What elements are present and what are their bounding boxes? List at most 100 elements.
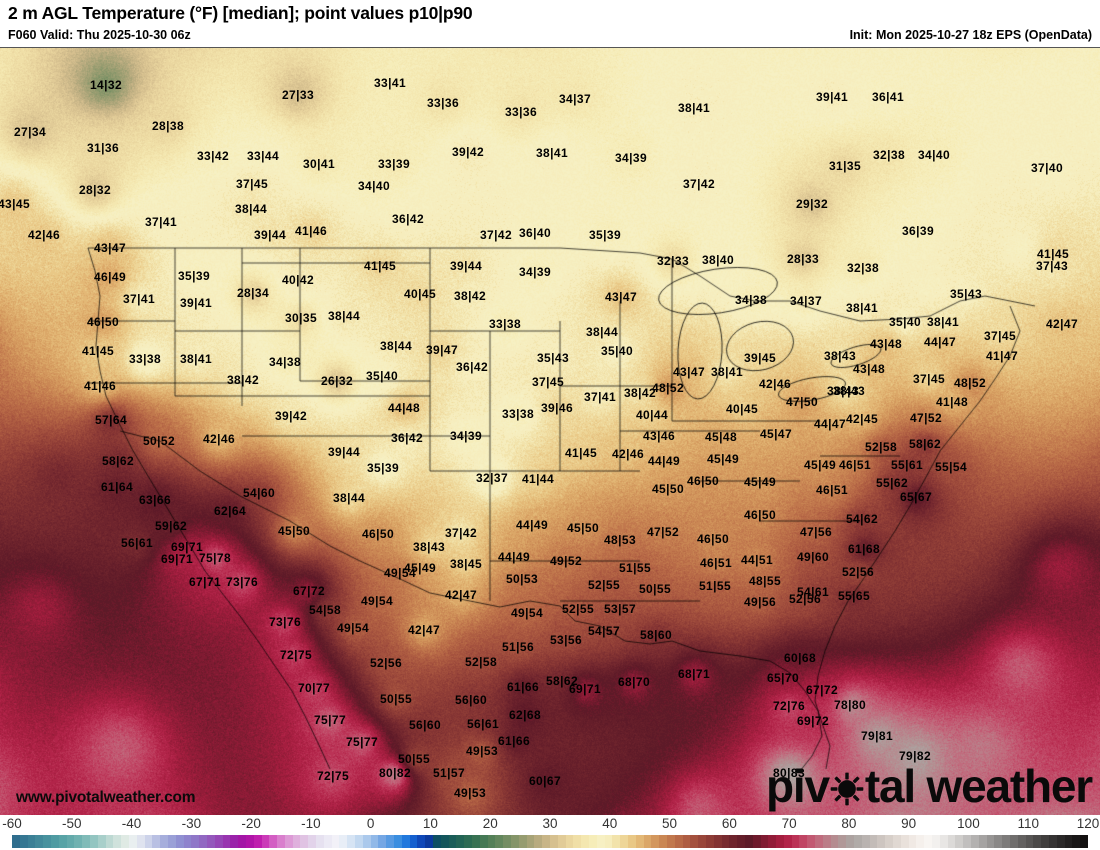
point-value-label: 39|41 [815,90,849,104]
colorbar-segment [136,835,145,848]
colorbar-segment [175,835,184,848]
valid-time-label: F060 Valid: Thu 2025-10-30 06z [8,28,191,42]
colorbar-segment [526,835,535,848]
colorbar-gradient[interactable] [12,835,1088,848]
point-value-label: 54|62 [845,512,879,526]
point-value-label: 46|51 [838,458,872,472]
colorbar-segment [534,835,543,848]
point-value-label: 67|71 [188,575,222,589]
colorbar-segment [394,835,402,848]
colorbar-segment [269,835,278,848]
point-value-label: 33|36 [426,96,460,110]
point-value-label: 50|53 [505,572,539,586]
colorbar-segment [838,835,847,848]
colorbar-segment [378,835,387,848]
colorbar-segment [666,835,675,848]
colorbar-segment [877,835,886,848]
colorbar-segment [191,835,200,848]
point-value-label: 42|46 [758,377,792,391]
colorbar-segment [682,835,691,848]
point-value-label: 37|41 [583,390,617,404]
colorbar-segment [183,835,192,848]
colorbar-segment [12,835,20,848]
point-value-label: 41|46 [294,224,328,238]
point-value-label: 58|62 [908,437,942,451]
point-value-label: 34|38 [734,293,768,307]
point-value-label: 36|42 [455,360,489,374]
point-value-label: 36|40 [518,226,552,240]
colorbar-segment [978,835,987,848]
colorbar-segment [620,835,628,848]
point-value-label: 65|67 [899,490,933,504]
point-value-label: 35|39 [177,269,211,283]
colorbar-segment [947,835,956,848]
point-value-label: 51|55 [698,579,732,593]
colorbar-tick-labels: -60 -50 -40 -30 -20 -10 0 10 20 30 40 50 60 70 80 90 100… [0,815,1100,834]
point-value-label: 73|76 [268,615,302,629]
point-value-label: 38|44 [379,339,413,353]
colorbar-tick: 110 [1017,816,1039,831]
point-value-label: 38|44 [332,491,366,505]
colorbar-tick: 60 [721,816,737,831]
point-value-label: 30|35 [284,311,318,325]
colorbar-segment [565,835,574,848]
point-value-label: 57|64 [94,413,128,427]
point-value-label: 32|37 [475,471,509,485]
colorbar[interactable]: -60 -50 -40 -30 -20 -10 0 10 20 30 40 50 60 70 80 90 100… [0,815,1100,850]
point-value-label: 37|42 [682,177,716,191]
point-value-label: 56|61 [120,536,154,550]
point-value-label: 39|45 [743,351,777,365]
colorbar-tick: -20 [241,816,261,831]
point-value-label: 14|32 [89,78,123,92]
colorbar-tick: 120 [1076,816,1100,831]
colorbar-segment [971,835,979,848]
colorbar-segment [760,835,769,848]
point-value-label: 67|72 [292,584,326,598]
colorbar-tick: -50 [62,816,82,831]
colorbar-segment [206,835,215,848]
point-value-label: 35|39 [588,228,622,242]
colorbar-segment [737,835,745,848]
colorbar-segment [292,835,301,848]
colorbar-segment [1080,835,1088,848]
point-value-label: 40|45 [403,287,437,301]
colorbar-segment [503,835,511,848]
point-value-label: 38|42 [453,289,487,303]
colorbar-segment [409,835,418,848]
point-value-label: 38|42 [623,386,657,400]
point-value-label: 39|44 [327,445,361,459]
point-value-label: 52|56 [788,592,822,606]
point-value-label: 63|66 [138,493,172,507]
colorbar-segment [807,835,816,848]
colorbar-segment [300,835,309,848]
colorbar-tick: 30 [542,816,558,831]
point-value-label: 46|51 [815,483,849,497]
colorbar-segment [791,835,800,848]
colorbar-segment [861,835,870,848]
point-value-label: 54|61 [796,585,830,599]
colorbar-segment [713,835,722,848]
colorbar-segment [581,835,589,848]
colorbar-segment [277,835,285,848]
point-value-label: 42|47 [444,588,478,602]
point-value-label: 28|33 [786,252,820,266]
point-value-label: 38|43 [826,384,860,398]
point-value-label: 44|49 [497,550,531,564]
colorbar-segment [308,835,317,848]
point-value-label: 34|39 [449,429,483,443]
map-header: 2 m AGL Temperature (°F) [median]; point… [0,0,1100,47]
point-value-label: 50|55 [379,692,413,706]
point-value-label: 72|76 [772,699,806,713]
point-value-label: 42|46 [611,447,645,461]
colorbar-segment [900,835,909,848]
point-value-label: 69|71 [160,552,194,566]
point-value-label: 49|54 [510,606,544,620]
map-viewport[interactable]: 14|32 27|34 28|38 27|33 33|41 33|36 34|37 38|41… [0,47,1100,815]
point-value-label: 44|47 [923,335,957,349]
temperature-field-canvas[interactable] [0,48,1100,815]
colorbar-segment [557,835,566,848]
point-value-label: 61|66 [506,680,540,694]
point-value-label: 33|44 [246,149,280,163]
point-value-label: 37|45 [983,329,1017,343]
colorbar-segment [744,835,753,848]
